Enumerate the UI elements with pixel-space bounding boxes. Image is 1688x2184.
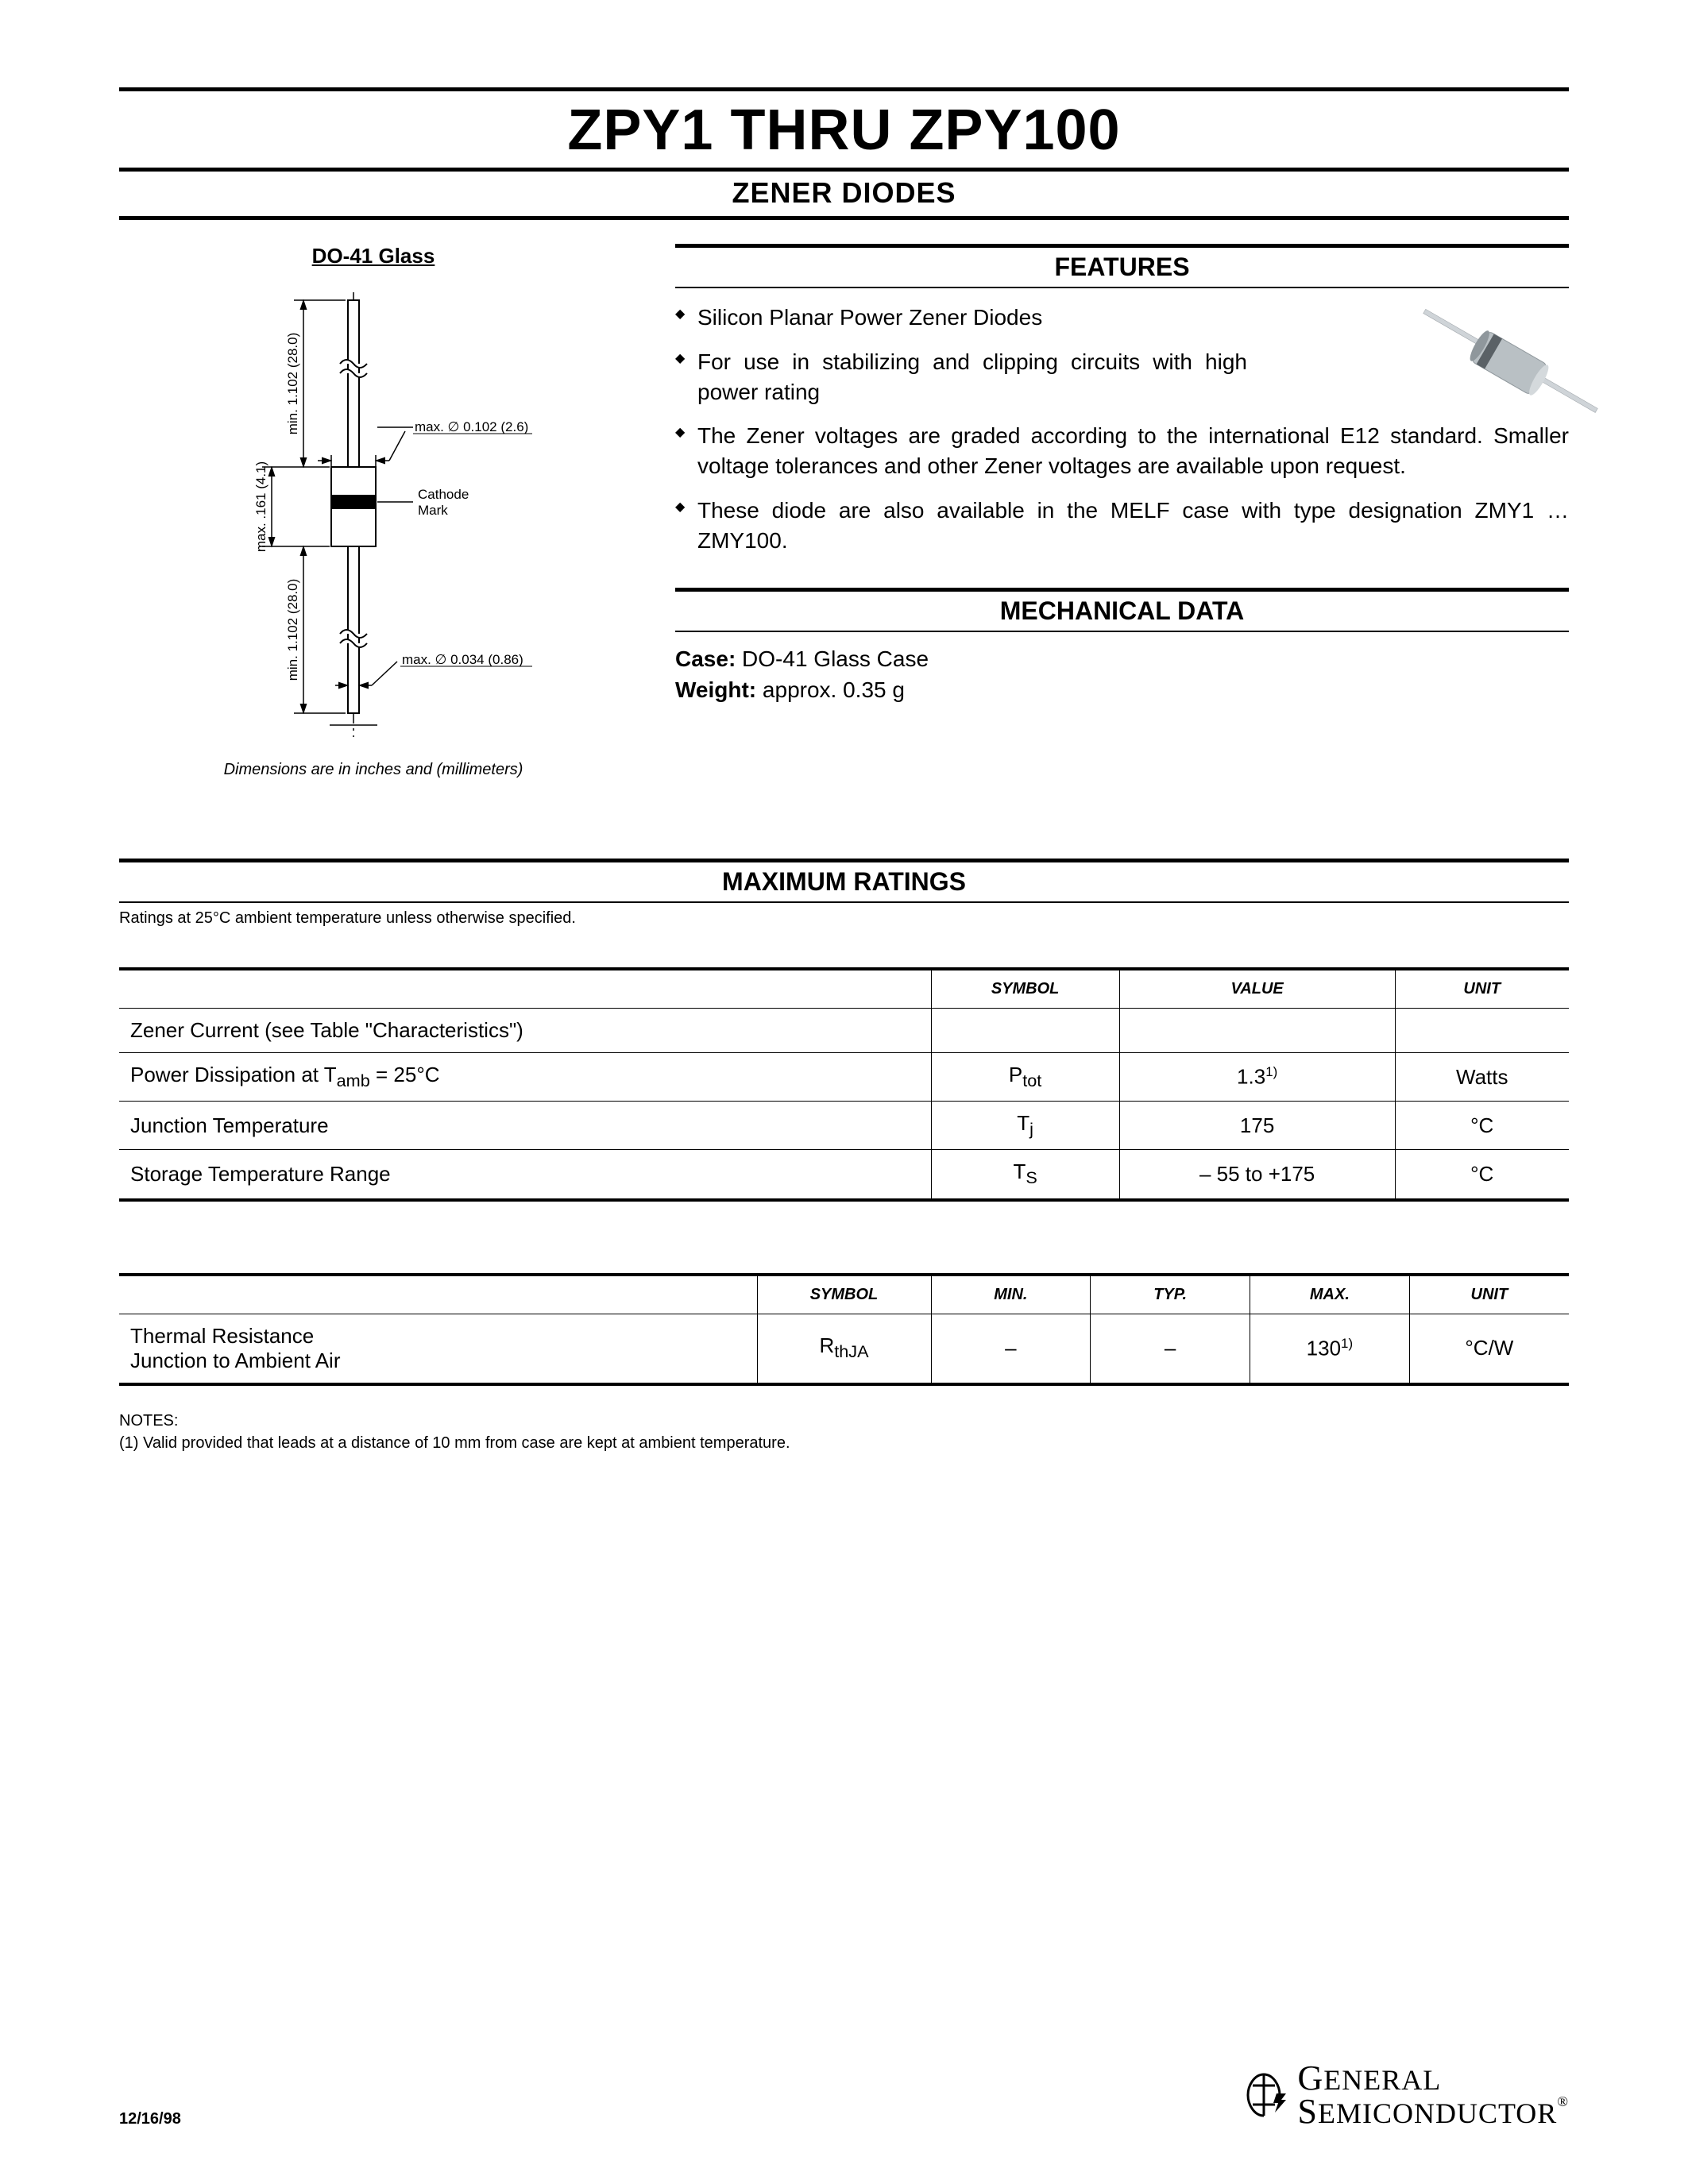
maxratings-note: Ratings at 25°C ambient temperature unle… <box>119 909 1569 928</box>
symbol-cell: Ptot <box>931 1053 1119 1102</box>
param-cell: Junction Temperature <box>119 1102 931 1150</box>
logo-mark-icon <box>1238 2070 1289 2120</box>
package-heading: DO-41 Glass <box>119 244 628 268</box>
dimensions-note: Dimensions are in inches and (millimeter… <box>119 761 628 779</box>
col-symbol: SYMBOL <box>757 1275 931 1314</box>
value-cell: 175 <box>1119 1102 1395 1150</box>
dim-lead-dia: max. ∅ 0.034 (0.86) <box>402 652 523 667</box>
typ-cell: – <box>1091 1314 1250 1384</box>
case-value: DO-41 Glass Case <box>736 646 929 671</box>
notes-block: NOTES: (1) Valid provided that leads at … <box>119 1410 1569 1454</box>
unit-cell: °C <box>1395 1102 1569 1150</box>
page-title: ZPY1 THRU ZPY100 <box>119 91 1569 168</box>
dim-body-len: max. .161 (4.1) <box>253 461 268 552</box>
maxratings-table: SYMBOL VALUE UNIT Zener Current (see Tab… <box>119 967 1569 1202</box>
symbol-cell <box>931 1009 1119 1053</box>
maxratings-heading: MAXIMUM RATINGS <box>119 862 1569 901</box>
value-cell: 1.31) <box>1119 1053 1395 1102</box>
brand-logo: GENERAL SEMICONDUCTOR® <box>1238 2062 1569 2128</box>
weight-label: Weight: <box>675 677 756 702</box>
dim-body-dia: max. ∅ 0.102 (2.6) <box>415 419 528 434</box>
cathode-label-2: Mark <box>418 503 448 518</box>
note-1: (1) Valid provided that leads at a dista… <box>119 1432 1569 1454</box>
param-cell: Storage Temperature Range <box>119 1150 931 1200</box>
feature-item: These diode are also available in the ME… <box>675 496 1569 556</box>
col-unit: UNIT <box>1395 969 1569 1009</box>
page-subtitle: ZENER DIODES <box>119 172 1569 216</box>
unit-cell: °C <box>1395 1150 1569 1200</box>
mechanical-body: Case: DO-41 Glass Case Weight: approx. 0… <box>675 643 1569 705</box>
weight-value: approx. 0.35 g <box>756 677 905 702</box>
col-symbol: SYMBOL <box>931 969 1119 1009</box>
max-cell: 1301) <box>1250 1314 1410 1384</box>
features-heading: FEATURES <box>675 248 1569 287</box>
col-min: MIN. <box>931 1275 1091 1314</box>
right-column: FEATURES Silicon Planar Power Zener Diod… <box>675 244 1569 779</box>
col-value: VALUE <box>1119 969 1395 1009</box>
symbol-cell: Tj <box>931 1102 1119 1150</box>
dim-lead-len-bot: min. 1.102 (28.0) <box>285 579 300 681</box>
diode-icon <box>1418 284 1601 442</box>
dim-lead-len-top: min. 1.102 (28.0) <box>285 333 300 435</box>
mech-thin-rule <box>675 631 1569 632</box>
unit-cell: °C/W <box>1409 1314 1569 1384</box>
case-label: Case: <box>675 646 736 671</box>
footer-date: 12/16/98 <box>119 2110 181 2128</box>
notes-heading: NOTES: <box>119 1410 1569 1432</box>
mechanical-heading: MECHANICAL DATA <box>675 592 1569 631</box>
rule-under-subtitle <box>119 216 1569 220</box>
maxratings-thin-rule <box>119 901 1569 903</box>
package-column: DO-41 Glass <box>119 244 628 779</box>
col-typ: TYP. <box>1091 1275 1250 1314</box>
cathode-label-1: Cathode <box>418 487 469 502</box>
unit-cell <box>1395 1009 1569 1053</box>
package-drawing: max. .161 (4.1) min. 1.102 (28.0) min. 1… <box>167 292 580 737</box>
symbol-cell: TS <box>931 1150 1119 1200</box>
param-cell: Power Dissipation at Tamb = 25°C <box>119 1053 931 1102</box>
min-cell: – <box>931 1314 1091 1384</box>
param-cell: Zener Current (see Table "Characteristic… <box>119 1009 931 1053</box>
col-unit: UNIT <box>1409 1275 1569 1314</box>
feature-item: Silicon Planar Power Zener Diodes <box>675 303 1247 333</box>
value-cell <box>1119 1009 1395 1053</box>
unit-cell: Watts <box>1395 1053 1569 1102</box>
symbol-cell: RthJA <box>757 1314 931 1384</box>
value-cell: – 55 to +175 <box>1119 1150 1395 1200</box>
feature-item: For use in stabilizing and clipping circ… <box>675 347 1247 407</box>
footer: 12/16/98 GENERAL SEMICONDUCTOR® <box>119 2062 1569 2128</box>
brand-text: GENERAL SEMICONDUCTOR® <box>1297 2062 1569 2128</box>
param-cell: Thermal ResistanceJunction to Ambient Ai… <box>119 1314 757 1384</box>
col-max: MAX. <box>1250 1275 1410 1314</box>
thermal-table: SYMBOL MIN. TYP. MAX. UNIT Thermal Resis… <box>119 1273 1569 1386</box>
